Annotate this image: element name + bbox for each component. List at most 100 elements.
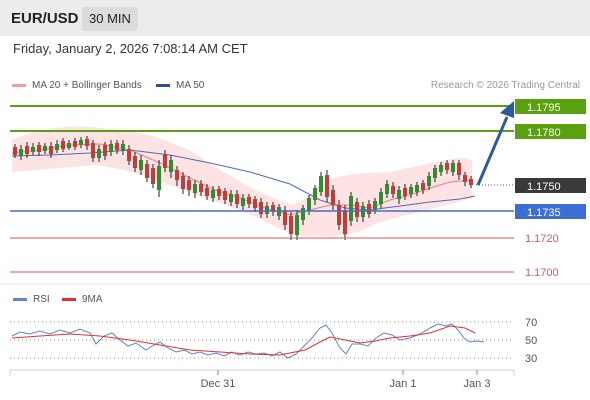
candle	[43, 143, 47, 154]
rsi-label: RSI	[33, 294, 50, 305]
candle	[337, 200, 341, 230]
rsi-tick-50: 50	[525, 335, 537, 347]
candle	[265, 202, 269, 218]
current-price-value: 1.1750	[527, 181, 561, 193]
candle	[31, 143, 35, 155]
candle	[229, 190, 233, 206]
candle	[181, 172, 185, 194]
rsi-ma-label: 9MA	[82, 294, 103, 305]
rsi-line	[11, 323, 485, 359]
candle	[331, 185, 335, 210]
candle	[121, 140, 125, 155]
candle	[463, 172, 467, 186]
candle	[403, 184, 407, 200]
candle	[289, 212, 293, 240]
candle	[319, 172, 323, 196]
ma20-swatch-icon	[12, 84, 26, 87]
candle	[61, 138, 65, 152]
candle	[19, 145, 23, 160]
candle	[253, 196, 257, 212]
rsi-tick-30: 30	[525, 353, 537, 365]
candle	[25, 142, 29, 158]
candle	[415, 182, 419, 196]
candle	[73, 138, 77, 150]
candle	[355, 198, 359, 222]
candle	[127, 145, 131, 165]
rsi-swatch-icon	[13, 298, 27, 301]
time-label-jan3: Jan 3	[464, 378, 491, 390]
candle	[295, 210, 299, 240]
level-tag-1780	[515, 124, 586, 139]
level-value-1780: 1.1780	[527, 127, 561, 139]
candle	[193, 180, 197, 198]
candle	[427, 172, 431, 190]
forecast-arrow	[476, 116, 509, 186]
candle	[445, 160, 449, 174]
candle	[133, 152, 137, 172]
candle	[259, 198, 263, 218]
candle	[223, 188, 227, 204]
ma50-label: MA 50	[176, 80, 205, 91]
candle	[283, 206, 287, 230]
chart-header: EUR/USD 30 MIN	[0, 0, 590, 36]
candle	[325, 170, 329, 202]
candle	[379, 188, 383, 208]
candle	[49, 142, 53, 158]
timeframe-badge[interactable]: 30 MIN	[82, 7, 138, 31]
time-label-jan1: Jan 1	[390, 378, 417, 390]
candle	[301, 205, 305, 225]
rsi-tick-70: 70	[525, 317, 537, 329]
candle	[37, 142, 41, 156]
time-label-dec31: Dec 31	[201, 378, 236, 390]
candle	[13, 144, 17, 158]
candle	[109, 140, 113, 156]
research-credit: Research © 2026 Trading Central	[430, 80, 580, 91]
candle	[247, 194, 251, 208]
candle	[79, 137, 83, 148]
level-value-1795: 1.1795	[527, 102, 561, 114]
candle	[313, 185, 317, 205]
chart-datetime: Friday, January 2, 2026 7:08:14 AM CET	[13, 41, 248, 56]
candle	[349, 192, 353, 226]
candle	[91, 140, 95, 162]
candle	[421, 180, 425, 194]
candle	[115, 140, 119, 154]
candle	[205, 184, 209, 200]
candle	[103, 142, 107, 160]
symbol-title: EUR/USD	[11, 10, 79, 27]
candle	[397, 186, 401, 204]
candle	[271, 202, 275, 216]
candle	[175, 166, 179, 186]
candle	[367, 200, 371, 218]
level-value-1720: 1.1720	[525, 233, 559, 245]
rsi-ma-swatch-icon	[62, 298, 76, 301]
candle	[151, 164, 155, 188]
candle	[235, 190, 239, 208]
current-price-tag	[515, 178, 586, 193]
candle	[457, 160, 461, 180]
ma20-label: MA 20 + Bollinger Bands	[32, 80, 142, 91]
ma50-swatch-icon	[156, 84, 170, 87]
candle	[139, 155, 143, 175]
candle	[391, 182, 395, 198]
candle	[451, 160, 455, 176]
candle	[163, 150, 167, 172]
candle	[433, 165, 437, 182]
candle	[85, 136, 89, 150]
candle	[409, 184, 413, 198]
level-tag-1795	[515, 99, 586, 114]
candle	[217, 186, 221, 200]
candle	[469, 176, 473, 188]
candle	[187, 176, 191, 196]
candle	[67, 140, 71, 150]
candle	[169, 155, 173, 178]
candle	[211, 186, 215, 202]
legend-ma20: MA 20 + Bollinger Bands	[12, 80, 142, 91]
forecast-arrowhead-icon	[500, 101, 514, 118]
candle	[145, 160, 149, 182]
candlesticks	[13, 136, 473, 240]
level-tag-1735	[515, 204, 586, 219]
candle	[199, 180, 203, 196]
candle	[385, 180, 389, 198]
